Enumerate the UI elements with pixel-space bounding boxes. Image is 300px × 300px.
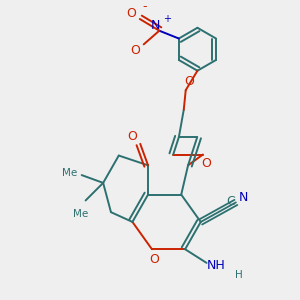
Text: O: O — [149, 253, 159, 266]
Text: O: O — [126, 7, 136, 20]
Text: Me: Me — [62, 168, 78, 178]
Text: +: + — [163, 14, 171, 24]
Text: N: N — [239, 191, 248, 204]
Text: N: N — [151, 19, 160, 32]
Text: O: O — [201, 157, 211, 170]
Text: C: C — [226, 195, 236, 208]
Text: O: O — [130, 44, 140, 57]
Text: NH: NH — [207, 259, 226, 272]
Text: O: O — [128, 130, 137, 142]
Text: -: - — [142, 0, 147, 13]
Text: Me: Me — [73, 209, 88, 219]
Text: H: H — [235, 270, 243, 280]
Text: O: O — [185, 75, 195, 88]
